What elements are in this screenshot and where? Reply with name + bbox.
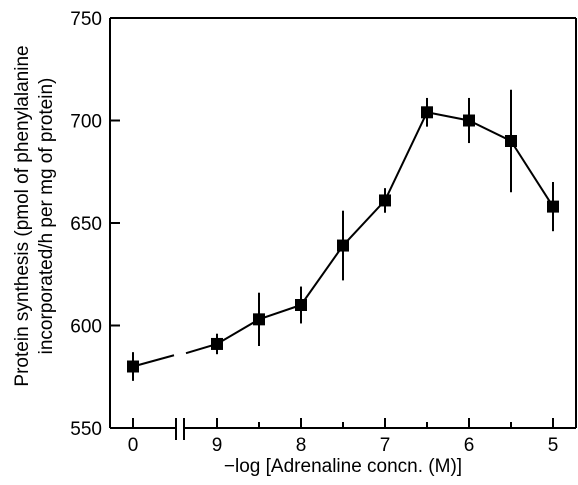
data-point-marker	[505, 135, 517, 147]
data-point-marker	[295, 299, 307, 311]
data-point-marker	[421, 106, 433, 119]
data-point-marker	[253, 313, 265, 326]
y-tick-label: 550	[70, 419, 102, 440]
series-line	[185, 111, 554, 355]
x-tick-label: 5	[548, 435, 559, 456]
data-point-marker	[379, 194, 391, 207]
y-tick-label: 650	[70, 214, 102, 235]
data-point-marker	[547, 200, 559, 213]
y-tick-label: 700	[70, 112, 102, 133]
y-axis-ticks: 550 600 650 700 750	[70, 9, 120, 440]
x-axis-label: −log [Adrenaline concn. (M)]	[224, 456, 462, 477]
x-tick-label: 7	[380, 435, 391, 456]
x-axis-ticks: 0 9 8 7 6 5	[128, 418, 559, 456]
y-tick-label: 600	[70, 317, 102, 338]
data-point-marker	[211, 337, 223, 350]
y-axis-label-line-2: incorporated/h per mg of protein)	[36, 78, 57, 355]
x-tick-label: 9	[212, 435, 223, 456]
data-point-marker	[337, 239, 349, 252]
x-tick-label: 6	[464, 435, 475, 456]
x-axis-break	[175, 418, 185, 440]
x-tick-label: 0	[128, 435, 139, 456]
x-tick-label: 8	[296, 435, 307, 456]
data-series	[127, 89, 559, 381]
y-axis-label-line-1: Protein synthesis (pmol of phenylalanine	[12, 45, 33, 386]
series-line-segment-pre-break	[132, 354, 175, 368]
y-tick-label: 750	[70, 9, 102, 30]
data-point-marker	[127, 360, 139, 373]
data-point-marker	[463, 114, 475, 127]
